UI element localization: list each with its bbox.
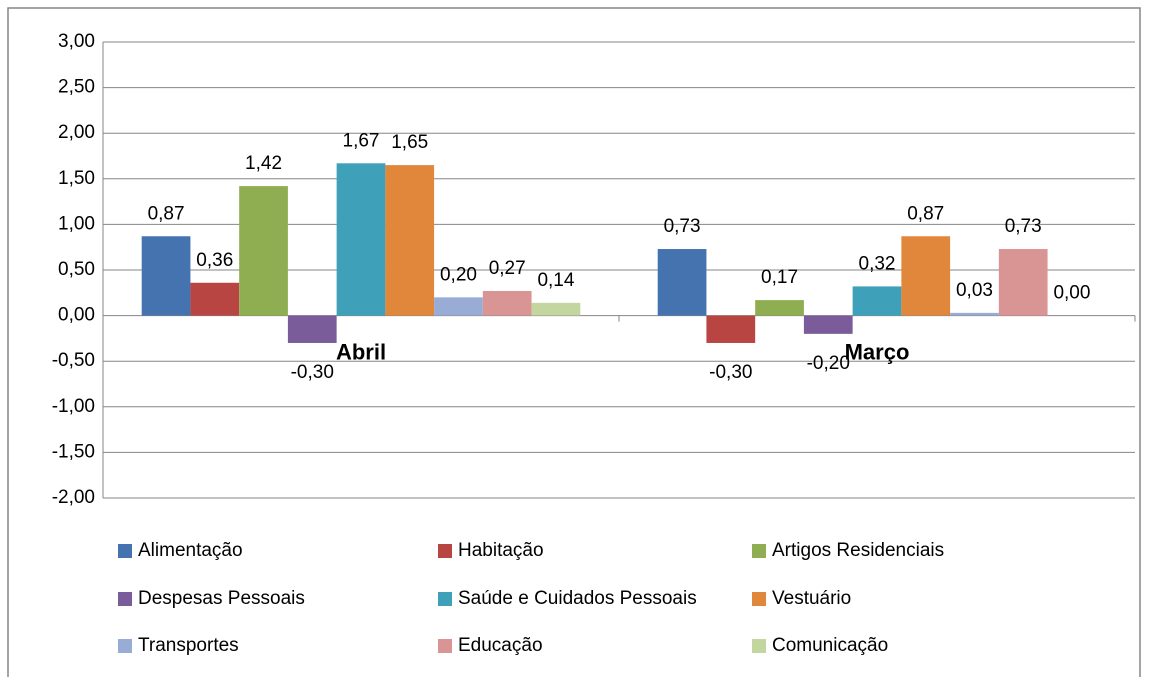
bar	[141, 236, 191, 316]
legend-label: Comunicação	[772, 635, 888, 656]
data-label: 0,00	[1053, 283, 1090, 304]
bar	[755, 300, 804, 316]
data-label: 0,73	[1005, 216, 1042, 237]
y-tick-label: -1,00	[52, 396, 95, 417]
data-label: 1,42	[245, 153, 282, 174]
legend-swatch	[118, 639, 132, 653]
y-tick-label: 0,50	[58, 259, 95, 280]
legend-swatch	[118, 544, 132, 558]
bar	[901, 236, 951, 316]
data-label: 0,03	[956, 280, 993, 301]
legend-swatch	[438, 639, 452, 653]
legend-label: Vestuário	[772, 588, 851, 609]
data-label: 1,65	[391, 132, 428, 153]
bar	[434, 297, 483, 316]
bar	[385, 165, 435, 316]
data-label: 0,73	[664, 216, 701, 237]
y-tick-label: 0,00	[58, 305, 95, 326]
x-tick-label: Março	[845, 339, 910, 364]
data-label: 0,36	[196, 250, 233, 271]
bar	[287, 315, 337, 343]
bar	[482, 290, 532, 316]
data-label: 1,67	[343, 130, 380, 151]
legend-label: Saúde e Cuidados Pessoais	[458, 588, 697, 609]
legend-swatch	[118, 592, 132, 606]
legend-swatch	[752, 544, 766, 558]
bar	[239, 186, 288, 316]
y-tick-label: 2,00	[58, 122, 95, 143]
bar	[950, 312, 999, 316]
data-label: -0,30	[709, 362, 752, 383]
legend-label: Educação	[458, 635, 543, 656]
y-tick-label: 1,00	[58, 213, 95, 234]
legend-swatch	[438, 544, 452, 558]
legend-swatch	[438, 592, 452, 606]
data-label: -0,30	[291, 362, 334, 383]
data-label: 0,17	[761, 267, 798, 288]
data-label: 0,87	[907, 203, 944, 224]
chart-border	[7, 7, 1141, 677]
data-label: 0,14	[537, 270, 574, 291]
bar	[336, 163, 386, 316]
y-tick-label: -0,50	[52, 350, 95, 371]
data-label: 0,27	[489, 258, 526, 279]
bar	[852, 286, 902, 316]
legend-swatch	[752, 592, 766, 606]
x-tick-label: Abril	[336, 339, 386, 364]
bar	[706, 315, 756, 343]
legend-label: Transportes	[138, 635, 239, 656]
legend-label: Despesas Pessoais	[138, 588, 305, 609]
bar	[998, 249, 1048, 316]
legend-label: Habitação	[458, 540, 544, 561]
y-tick-label: 2,50	[58, 77, 95, 98]
y-tick-label: 3,00	[58, 31, 95, 52]
data-label: 0,20	[440, 264, 477, 285]
bar	[803, 315, 853, 334]
legend-label: Alimentação	[138, 540, 243, 561]
y-tick-label: -2,00	[52, 487, 95, 508]
y-tick-label: -1,50	[52, 441, 95, 462]
data-label: -0,20	[807, 353, 850, 374]
data-label: 0,87	[148, 203, 185, 224]
legend-label: Artigos Residenciais	[772, 540, 944, 561]
data-label: 0,32	[859, 253, 896, 274]
bar	[190, 282, 240, 316]
legend-swatch	[752, 639, 766, 653]
bar	[657, 249, 707, 316]
y-tick-label: 1,50	[58, 168, 95, 189]
bar	[531, 302, 581, 316]
